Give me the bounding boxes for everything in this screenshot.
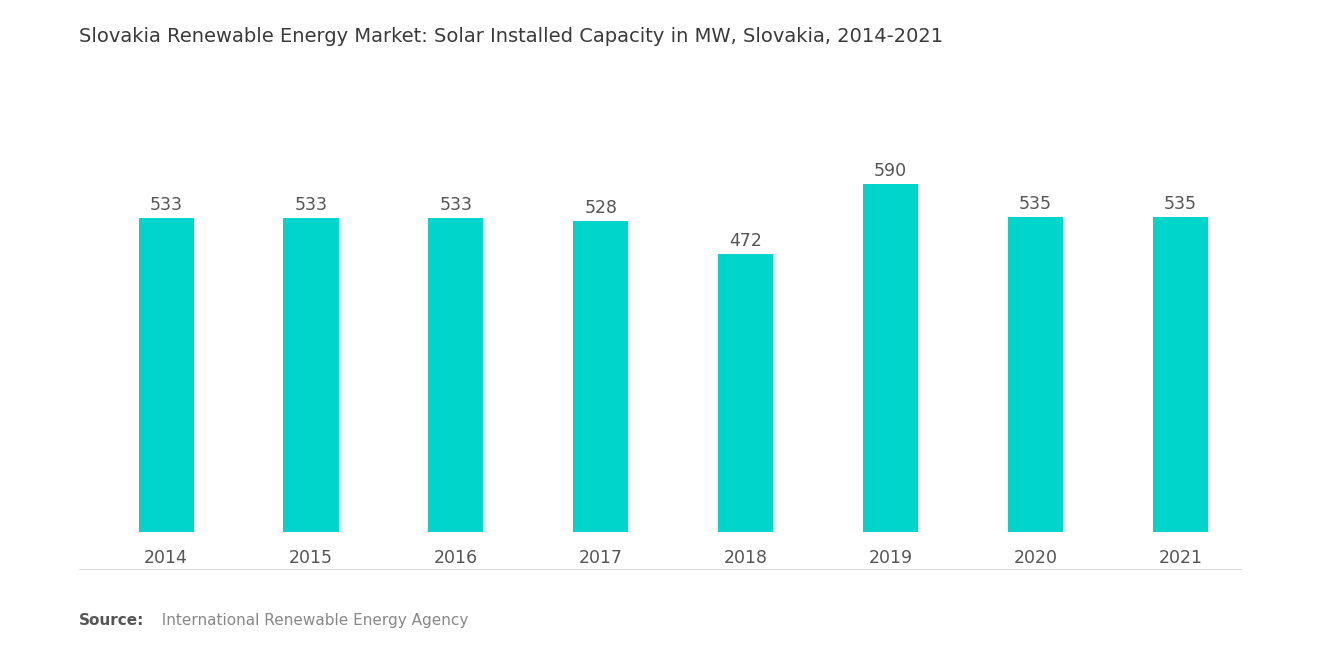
Text: Slovakia Renewable Energy Market: Solar Installed Capacity in MW, Slovakia, 2014: Slovakia Renewable Energy Market: Solar … bbox=[79, 27, 944, 46]
Bar bbox=[429, 218, 483, 532]
Text: 535: 535 bbox=[1164, 195, 1197, 213]
Bar bbox=[284, 218, 338, 532]
Bar bbox=[139, 218, 194, 532]
Text: 528: 528 bbox=[585, 199, 618, 217]
Text: Source:: Source: bbox=[79, 613, 145, 628]
Bar bbox=[1008, 217, 1063, 532]
Text: International Renewable Energy Agency: International Renewable Energy Agency bbox=[152, 613, 469, 628]
Text: 535: 535 bbox=[1019, 195, 1052, 213]
Text: 590: 590 bbox=[874, 162, 907, 180]
Text: 533: 533 bbox=[440, 196, 473, 214]
Bar bbox=[863, 184, 917, 532]
Bar bbox=[718, 254, 774, 532]
Text: 472: 472 bbox=[729, 232, 762, 250]
Bar bbox=[573, 221, 628, 532]
Bar bbox=[1152, 217, 1208, 532]
Text: 533: 533 bbox=[294, 196, 327, 214]
Text: 533: 533 bbox=[149, 196, 182, 214]
